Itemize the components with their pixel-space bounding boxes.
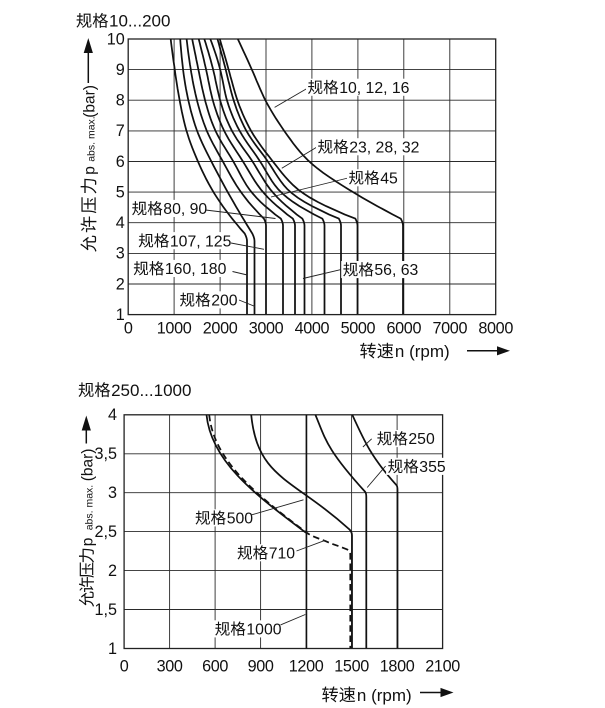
svg-text:3: 3 — [108, 484, 117, 502]
svg-text:n (rpm): n (rpm) — [395, 342, 450, 361]
svg-text:p: p — [79, 538, 96, 547]
svg-text:160, 180: 160, 180 — [165, 261, 227, 278]
svg-text:10...200: 10...200 — [109, 12, 170, 31]
svg-text:900: 900 — [248, 658, 274, 676]
svg-text:(bar): (bar) — [79, 449, 96, 482]
svg-text:5: 5 — [116, 183, 125, 201]
svg-text:355: 355 — [419, 459, 446, 476]
svg-text:3,5: 3,5 — [94, 445, 117, 463]
svg-text:abs. max.: abs. max. — [86, 116, 98, 162]
svg-text:9: 9 — [116, 61, 125, 79]
svg-text:1: 1 — [108, 640, 117, 658]
svg-text:8: 8 — [116, 92, 125, 110]
svg-text:5000: 5000 — [341, 320, 376, 338]
svg-text:500: 500 — [227, 511, 254, 528]
svg-text:45: 45 — [380, 170, 398, 187]
svg-text:7000: 7000 — [432, 320, 467, 338]
svg-text:4: 4 — [116, 214, 125, 232]
svg-text:200: 200 — [211, 293, 238, 310]
svg-text:1000: 1000 — [157, 320, 192, 338]
svg-text:(bar): (bar) — [82, 85, 99, 118]
svg-text:1500: 1500 — [334, 658, 369, 676]
svg-text:2: 2 — [108, 562, 117, 580]
svg-text:10, 12, 16: 10, 12, 16 — [339, 80, 409, 97]
svg-text:4000: 4000 — [295, 320, 330, 338]
svg-text:710: 710 — [269, 545, 296, 562]
svg-text:1: 1 — [116, 306, 125, 324]
svg-text:250...1000: 250...1000 — [111, 381, 191, 400]
svg-text:10: 10 — [107, 30, 125, 48]
svg-text:7: 7 — [116, 122, 125, 140]
svg-text:600: 600 — [202, 658, 228, 676]
svg-text:p: p — [82, 166, 99, 175]
svg-text:n (rpm): n (rpm) — [357, 686, 412, 705]
svg-text:8000: 8000 — [478, 320, 513, 338]
svg-text:23, 28, 32: 23, 28, 32 — [349, 139, 419, 156]
svg-text:3: 3 — [116, 245, 125, 263]
svg-text:0: 0 — [120, 658, 129, 676]
svg-text:abs. max.: abs. max. — [83, 485, 95, 531]
svg-text:6: 6 — [116, 153, 125, 171]
svg-text:3000: 3000 — [249, 320, 284, 338]
svg-text:250: 250 — [408, 431, 435, 448]
svg-text:1200: 1200 — [289, 658, 324, 676]
svg-text:0: 0 — [124, 320, 133, 338]
svg-text:107, 125: 107, 125 — [170, 233, 232, 250]
svg-text:80, 90: 80, 90 — [163, 201, 207, 218]
svg-text:4: 4 — [108, 406, 117, 424]
svg-text:1000: 1000 — [246, 622, 281, 639]
svg-text:1,5: 1,5 — [94, 601, 117, 619]
svg-text:2,5: 2,5 — [94, 523, 117, 541]
svg-text:6000: 6000 — [386, 320, 421, 338]
svg-text:1800: 1800 — [380, 658, 415, 676]
svg-text:2000: 2000 — [203, 320, 238, 338]
svg-text:2: 2 — [116, 275, 125, 293]
svg-text:2100: 2100 — [425, 658, 460, 676]
svg-text:300: 300 — [157, 658, 183, 676]
svg-text:56, 63: 56, 63 — [374, 262, 418, 279]
